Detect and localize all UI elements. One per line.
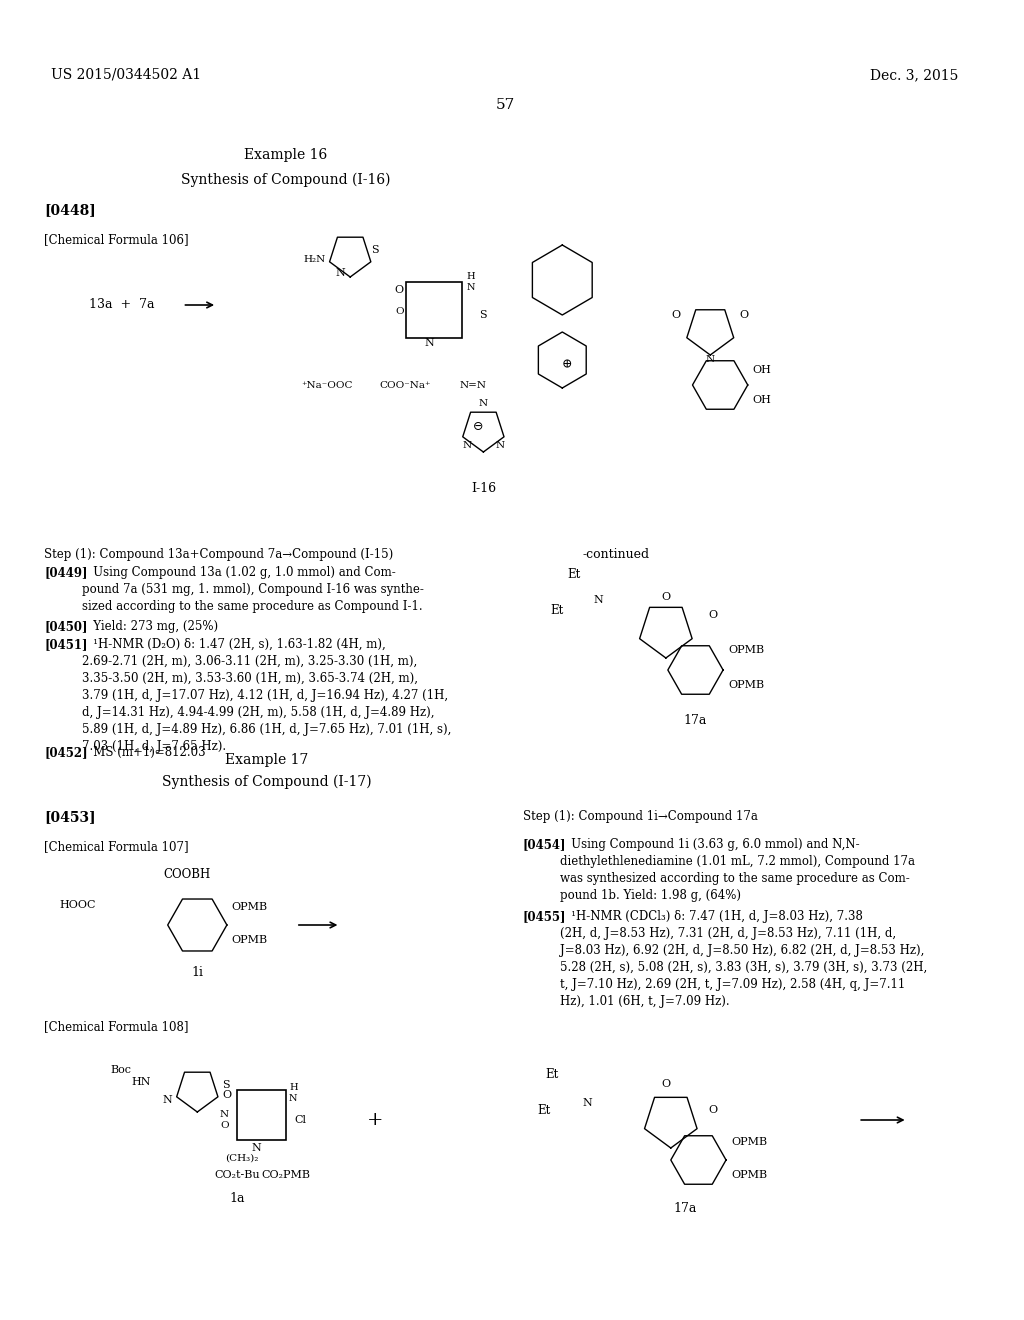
Text: N: N <box>424 338 434 348</box>
Text: H
N: H N <box>289 1084 298 1102</box>
Text: 57: 57 <box>496 98 515 112</box>
Text: Et: Et <box>538 1104 551 1117</box>
Text: [Chemical Formula 108]: [Chemical Formula 108] <box>44 1020 188 1034</box>
Text: Et: Et <box>546 1068 559 1081</box>
Text: N=N: N=N <box>460 381 487 391</box>
Text: Step (1): Compound 1i→Compound 17a: Step (1): Compound 1i→Compound 17a <box>523 810 758 822</box>
Text: H₂N: H₂N <box>303 256 326 264</box>
Text: HN: HN <box>131 1077 151 1086</box>
Text: -continued: -continued <box>582 548 649 561</box>
Text: Using Compound 1i (3.63 g, 6.0 mmol) and N,N-
diethylethlenediamine (1.01 mL, 7.: Using Compound 1i (3.63 g, 6.0 mmol) and… <box>560 838 915 902</box>
Text: 17a: 17a <box>684 714 708 726</box>
Text: N: N <box>252 1143 261 1152</box>
Text: OPMB: OPMB <box>728 645 764 655</box>
Text: COOBH: COOBH <box>164 869 211 882</box>
Text: 1a: 1a <box>229 1192 245 1204</box>
Text: S: S <box>371 246 379 255</box>
Text: [Chemical Formula 107]: [Chemical Formula 107] <box>44 840 189 853</box>
Text: 13a  +  7a: 13a + 7a <box>89 298 155 312</box>
Text: [Chemical Formula 106]: [Chemical Formula 106] <box>44 234 189 247</box>
Text: ⊖: ⊖ <box>473 421 483 433</box>
Text: ¹H-NMR (D₂O) δ: 1.47 (2H, s), 1.63-1.82 (4H, m),
2.69-2.71 (2H, m), 3.06-3.11 (2: ¹H-NMR (D₂O) δ: 1.47 (2H, s), 1.63-1.82 … <box>82 638 452 752</box>
Text: 1i: 1i <box>191 966 204 979</box>
Text: MS (m+1)=812.03: MS (m+1)=812.03 <box>82 746 206 759</box>
Text: [0454]: [0454] <box>523 838 566 851</box>
Text: OPMB: OPMB <box>231 902 268 912</box>
Text: N: N <box>163 1096 173 1105</box>
Text: Et: Et <box>551 603 563 616</box>
Text: S: S <box>222 1080 229 1090</box>
Text: +: + <box>367 1111 383 1129</box>
Text: O: O <box>662 591 671 602</box>
Text: [0453]: [0453] <box>44 810 96 824</box>
Text: O: O <box>709 1105 718 1115</box>
Text: Example 17: Example 17 <box>224 752 308 767</box>
Text: Using Compound 13a (1.02 g, 1.0 mmol) and Com-
pound 7a (531 mg, 1. mmol), Compo: Using Compound 13a (1.02 g, 1.0 mmol) an… <box>82 566 424 612</box>
Text: OPMB: OPMB <box>731 1137 767 1147</box>
Text: [0451]: [0451] <box>44 638 88 651</box>
Text: HOOC: HOOC <box>59 900 95 909</box>
Text: Yield: 273 mg, (25%): Yield: 273 mg, (25%) <box>82 620 218 634</box>
Text: N: N <box>594 595 603 605</box>
Text: N
O: N O <box>220 1110 228 1130</box>
Text: OPMB: OPMB <box>728 680 764 690</box>
Text: O: O <box>394 285 403 294</box>
Text: [0452]: [0452] <box>44 746 88 759</box>
Text: I-16: I-16 <box>471 482 496 495</box>
Text: S: S <box>479 310 487 319</box>
Text: [0455]: [0455] <box>523 909 566 923</box>
Text: CO₂PMB: CO₂PMB <box>261 1170 310 1180</box>
Text: Boc: Boc <box>111 1065 131 1074</box>
Text: N: N <box>462 441 471 450</box>
Text: O: O <box>396 308 404 317</box>
Text: O: O <box>662 1078 671 1089</box>
Text: Et: Et <box>567 569 581 582</box>
Text: ⊕: ⊕ <box>562 359 572 371</box>
Text: N: N <box>706 355 715 364</box>
Text: Dec. 3, 2015: Dec. 3, 2015 <box>870 69 958 82</box>
Text: CO₂t-Bu: CO₂t-Bu <box>214 1170 259 1180</box>
Text: ¹H-NMR (CDCl₃) δ: 7.47 (1H, d, J=8.03 Hz), 7.38
(2H, d, J=8.53 Hz), 7.31 (2H, d,: ¹H-NMR (CDCl₃) δ: 7.47 (1H, d, J=8.03 Hz… <box>560 909 928 1008</box>
Text: O: O <box>740 310 749 319</box>
Text: Synthesis of Compound (I-16): Synthesis of Compound (I-16) <box>181 173 391 187</box>
Text: O: O <box>709 610 718 620</box>
Text: US 2015/0344502 A1: US 2015/0344502 A1 <box>51 69 202 82</box>
Text: Step (1): Compound 13a+Compound 7a→Compound (I-15): Step (1): Compound 13a+Compound 7a→Compo… <box>44 548 393 561</box>
Text: [0449]: [0449] <box>44 566 88 579</box>
Text: H
N: H N <box>467 272 475 292</box>
Text: 17a: 17a <box>674 1201 697 1214</box>
Text: Example 16: Example 16 <box>245 148 328 162</box>
Text: O: O <box>672 310 681 319</box>
Text: [0450]: [0450] <box>44 620 88 634</box>
Text: N: N <box>479 399 487 408</box>
Text: OPMB: OPMB <box>231 935 268 945</box>
Text: OH: OH <box>753 395 771 405</box>
Text: COO⁻Na⁺: COO⁻Na⁺ <box>380 380 431 389</box>
Text: Synthesis of Compound (I-17): Synthesis of Compound (I-17) <box>162 775 371 789</box>
Text: OPMB: OPMB <box>731 1170 767 1180</box>
Text: OH: OH <box>753 366 771 375</box>
Text: N: N <box>582 1098 592 1107</box>
Text: [0448]: [0448] <box>44 203 96 216</box>
Text: ⁺Na⁻OOC: ⁺Na⁻OOC <box>301 380 352 389</box>
Text: N: N <box>336 268 345 279</box>
Text: O: O <box>222 1090 231 1100</box>
Text: N: N <box>496 441 505 450</box>
Text: (CH₃)₂: (CH₃)₂ <box>225 1154 258 1163</box>
Text: Cl: Cl <box>295 1115 307 1125</box>
